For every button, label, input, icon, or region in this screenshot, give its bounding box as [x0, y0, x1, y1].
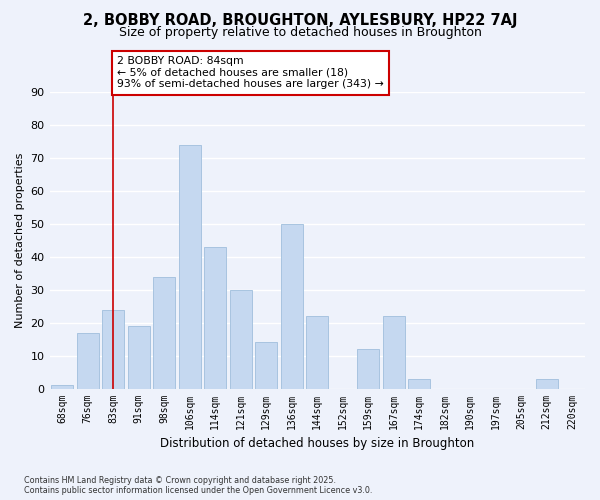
Bar [256, 342, 277, 388]
Bar [281, 224, 302, 388]
Bar [77, 332, 98, 388]
Y-axis label: Number of detached properties: Number of detached properties [15, 153, 25, 328]
Bar [52, 386, 73, 388]
Bar [128, 326, 149, 388]
Bar [358, 349, 379, 389]
Bar [383, 316, 404, 388]
Text: Size of property relative to detached houses in Broughton: Size of property relative to detached ho… [119, 26, 481, 39]
Bar [536, 378, 557, 388]
Bar [205, 247, 226, 388]
X-axis label: Distribution of detached houses by size in Broughton: Distribution of detached houses by size … [160, 437, 475, 450]
Bar [179, 145, 200, 388]
Bar [154, 276, 175, 388]
Bar [409, 378, 430, 388]
Text: 2, BOBBY ROAD, BROUGHTON, AYLESBURY, HP22 7AJ: 2, BOBBY ROAD, BROUGHTON, AYLESBURY, HP2… [83, 12, 517, 28]
Bar [230, 290, 251, 388]
Bar [307, 316, 328, 388]
Text: Contains HM Land Registry data © Crown copyright and database right 2025.
Contai: Contains HM Land Registry data © Crown c… [24, 476, 373, 495]
Text: 2 BOBBY ROAD: 84sqm
← 5% of detached houses are smaller (18)
93% of semi-detache: 2 BOBBY ROAD: 84sqm ← 5% of detached hou… [117, 56, 384, 89]
Bar [103, 310, 124, 388]
